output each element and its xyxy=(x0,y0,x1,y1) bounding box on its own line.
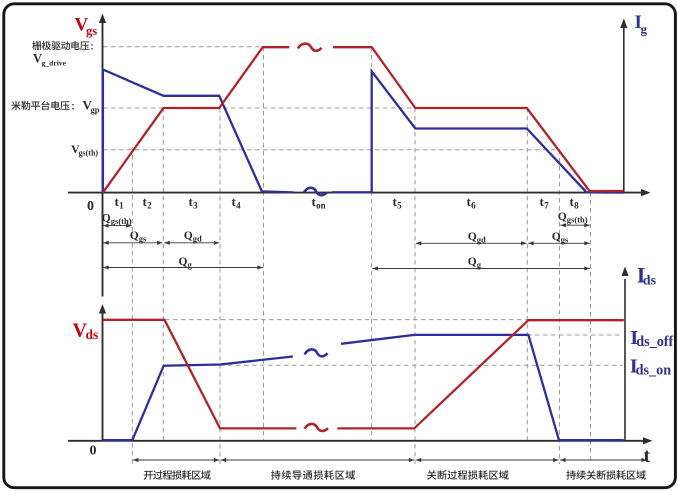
svg-text:V: V xyxy=(83,98,93,113)
svg-text:t: t xyxy=(644,445,651,467)
svg-text:g_drive: g_drive xyxy=(42,59,67,68)
svg-text:5: 5 xyxy=(397,200,402,210)
svg-text:Q: Q xyxy=(102,212,111,224)
svg-text:t: t xyxy=(540,194,545,209)
svg-text:gp: gp xyxy=(91,105,100,115)
svg-text:t: t xyxy=(189,194,194,209)
svg-text:Q: Q xyxy=(558,211,567,223)
svg-text:g: g xyxy=(188,259,193,269)
svg-text:I: I xyxy=(630,355,638,377)
svg-text:I: I xyxy=(637,263,646,288)
svg-text:0: 0 xyxy=(87,199,94,214)
svg-text:I: I xyxy=(635,12,642,33)
svg-text:I: I xyxy=(630,327,638,349)
svg-text:6: 6 xyxy=(471,200,476,210)
svg-text:t: t xyxy=(143,194,148,209)
svg-text:V: V xyxy=(75,15,89,36)
svg-text:0: 0 xyxy=(90,444,97,459)
svg-text:gs: gs xyxy=(561,235,569,245)
svg-text:gs(th): gs(th) xyxy=(111,216,132,226)
svg-text:g: g xyxy=(641,22,648,37)
svg-text:ds: ds xyxy=(86,327,99,342)
svg-text:t: t xyxy=(115,194,120,209)
svg-text:gd: gd xyxy=(193,234,202,244)
svg-text:t: t xyxy=(570,194,575,209)
svg-text:V: V xyxy=(71,142,80,156)
svg-text:gs(th): gs(th) xyxy=(567,214,588,224)
svg-text:V: V xyxy=(33,52,42,66)
svg-text:t: t xyxy=(393,194,398,209)
svg-text:gs(th): gs(th) xyxy=(79,148,99,157)
svg-text:3: 3 xyxy=(193,200,198,210)
svg-text:ds_off: ds_off xyxy=(636,334,673,350)
svg-text:Q: Q xyxy=(130,230,139,242)
svg-text:gs: gs xyxy=(139,234,147,244)
svg-text:Q: Q xyxy=(184,230,193,242)
svg-text:Q: Q xyxy=(468,231,477,243)
svg-text:Q: Q xyxy=(552,231,561,243)
svg-text:8: 8 xyxy=(574,200,579,210)
svg-text:4: 4 xyxy=(236,200,241,210)
svg-text:g: g xyxy=(477,260,482,270)
svg-text:7: 7 xyxy=(544,200,549,210)
svg-text:2: 2 xyxy=(147,200,152,210)
svg-text:gd: gd xyxy=(477,235,486,245)
svg-text:t: t xyxy=(312,194,317,209)
svg-text:on: on xyxy=(316,200,326,210)
svg-text:ds: ds xyxy=(643,274,657,289)
svg-text:gs: gs xyxy=(86,24,97,38)
svg-text:Q: Q xyxy=(468,256,477,268)
svg-text:t: t xyxy=(232,194,237,209)
svg-text:V: V xyxy=(73,320,88,342)
svg-text:ds_on: ds_on xyxy=(636,363,672,379)
svg-text:1: 1 xyxy=(119,200,124,210)
svg-text:t: t xyxy=(467,194,472,209)
svg-text:Q: Q xyxy=(179,256,188,268)
